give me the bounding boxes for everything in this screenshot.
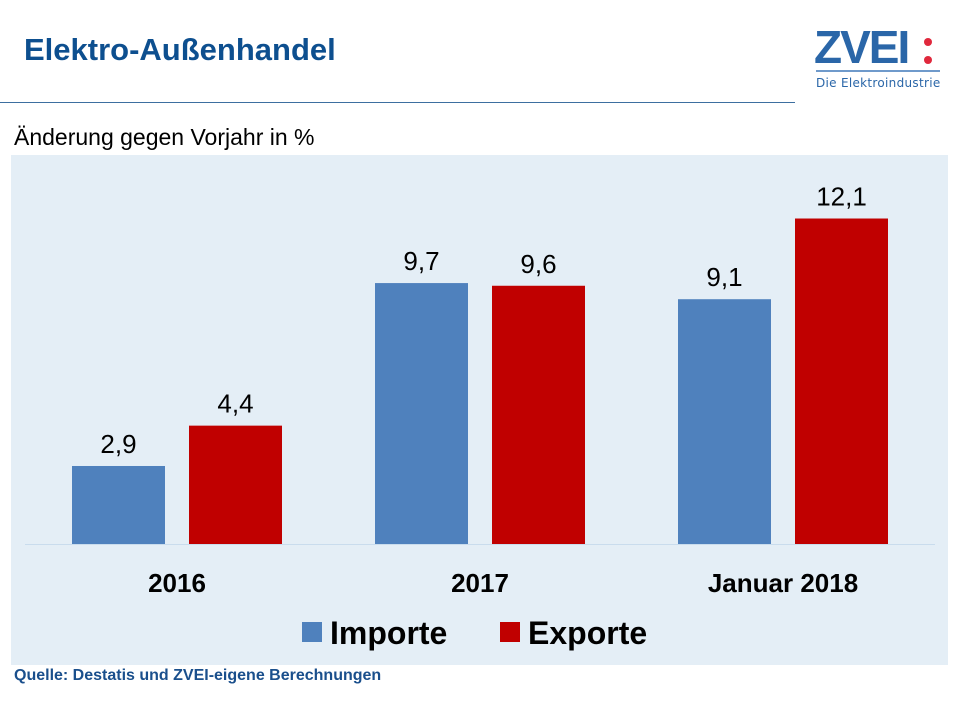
data-label: 9,1 — [706, 262, 742, 292]
chart-subtitle: Änderung gegen Vorjahr in % — [14, 124, 315, 150]
bar-exporte-1 — [492, 285, 585, 544]
bar-exporte-0 — [189, 425, 282, 544]
data-label: 2,9 — [100, 429, 136, 459]
legend-label: Exporte — [528, 615, 647, 651]
legend-label: Importe — [330, 615, 447, 651]
zvei-logo: ZVEI Die Elektroindustrie — [814, 21, 941, 90]
data-label: 9,7 — [403, 246, 439, 276]
source-note: Quelle: Destatis und ZVEI-eigene Berechn… — [14, 667, 382, 684]
x-tick-label: 2017 — [451, 568, 509, 598]
data-label: 4,4 — [217, 389, 253, 419]
chart-panel — [11, 155, 948, 665]
bar-exporte-2 — [795, 218, 888, 544]
page-title: Elektro-Außenhandel — [24, 32, 336, 67]
x-tick-label: 2016 — [148, 568, 206, 598]
header-divider — [0, 102, 795, 103]
x-tick-label: Januar 2018 — [708, 568, 858, 598]
legend-swatch-exporte — [500, 622, 520, 642]
data-label: 9,6 — [520, 249, 556, 279]
bar-importe-1 — [375, 283, 468, 544]
bar-importe-0 — [72, 465, 165, 544]
legend-swatch-importe — [302, 622, 322, 642]
logo-subtitle: Die Elektroindustrie — [816, 76, 941, 90]
data-label: 12,1 — [816, 182, 867, 212]
bar-importe-2 — [678, 299, 771, 544]
